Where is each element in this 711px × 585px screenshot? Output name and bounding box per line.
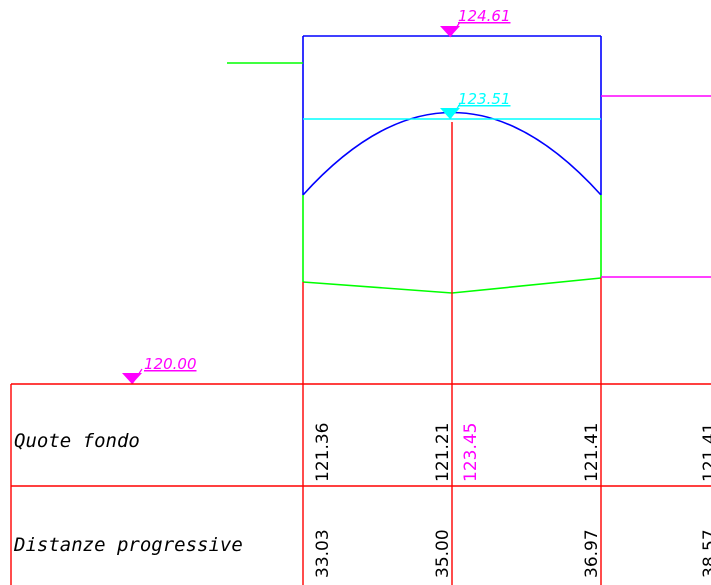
marker-triangle-icon [122, 373, 142, 384]
elevation-label-datum: 120.00 [144, 355, 197, 373]
quote-fondo-value: 121.21 [433, 423, 453, 482]
distanza-value: 36.97 [582, 529, 602, 578]
row-label-distanze: Distanze progressive [13, 534, 243, 556]
profile-table [10, 383, 711, 585]
elevation-marker-water: 123.51 [440, 90, 511, 120]
row-label-quote-fondo: Quote fondo [14, 430, 140, 452]
elevation-label-top: 124.61 [458, 7, 511, 25]
quote-fondo-value-highlight: 123.45 [461, 423, 481, 482]
distanza-value: 33.03 [313, 529, 333, 578]
pipe-branches [601, 95, 711, 278]
lower-walls [227, 62, 602, 294]
elevation-label-water: 123.51 [458, 90, 511, 108]
elevation-marker-datum: 120.00 [122, 355, 197, 385]
reference-lines [302, 122, 602, 585]
distanza-value: 35.00 [433, 529, 453, 578]
quote-fondo-value: 121.41 [700, 423, 711, 482]
quote-fondo-value: 121.41 [582, 423, 602, 482]
elevation-marker-top: 124.61 [440, 7, 511, 38]
distanza-value: 38.57 [700, 529, 711, 578]
quote-fondo-value: 121.36 [313, 423, 333, 482]
